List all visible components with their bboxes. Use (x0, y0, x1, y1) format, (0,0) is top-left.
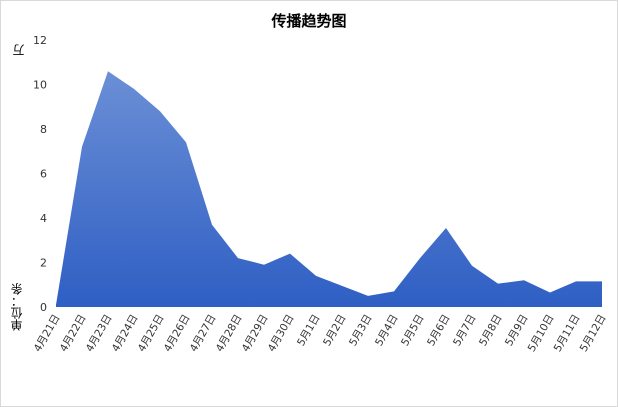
y-tick-label: 4 (40, 212, 47, 225)
plot-area (56, 71, 602, 307)
y-tick-label: 0 (40, 301, 47, 314)
x-tick-label: 5月7日 (451, 313, 479, 349)
y-tick-label: 8 (40, 123, 47, 136)
y-tick-label: 12 (33, 34, 47, 47)
y-tick-label: 6 (40, 168, 47, 181)
chart-title: 传播趋势图 (271, 12, 347, 30)
x-tick-label: 5月6日 (425, 313, 453, 349)
x-tick-label: 5月5日 (399, 313, 427, 349)
x-axis: 4月21日4月22日4月23日4月24日4月25日4月26日4月27日4月28日… (32, 313, 609, 355)
x-tick-label: 5月2日 (321, 313, 349, 349)
y-tick-label: 10 (33, 79, 47, 92)
x-tick-label: 5月4日 (373, 313, 401, 349)
x-tick-label: 5月9日 (503, 313, 531, 349)
area-series (56, 71, 602, 307)
y-tick-label: 2 (40, 257, 47, 270)
y-axis: 0 2 4 6 8 10 12 (33, 34, 47, 314)
x-tick-label: 5月1日 (295, 313, 323, 349)
x-tick-label: 5月3日 (347, 313, 375, 349)
x-tick-label: 5月8日 (477, 313, 505, 349)
